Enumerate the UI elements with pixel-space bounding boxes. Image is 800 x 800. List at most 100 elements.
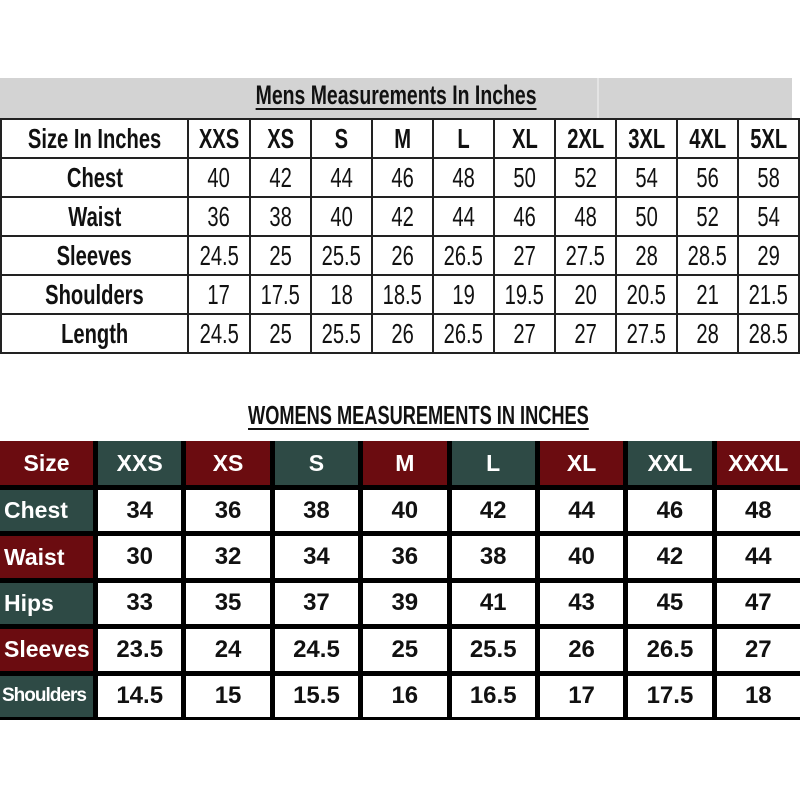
mens-value-cell: 25 [248, 235, 312, 276]
womens-value-cell: 34 [98, 490, 182, 532]
mens-value-cell: 20 [553, 274, 617, 315]
mens-value-cell-text: 20 [574, 278, 597, 310]
womens-value-cell: 42 [451, 490, 535, 532]
mens-value-cell: 29 [736, 235, 800, 276]
mens-value-cell-text: 50 [635, 200, 658, 232]
mens-table-row: Length 24.5 25 25.5 26 26.5 27 27 27.5 28 28.5 [0, 313, 800, 354]
mens-value-cell-text: 25.5 [321, 239, 362, 271]
mens-value-cell-text: 19.5 [504, 278, 545, 310]
mens-value-cell-text: 27 [513, 239, 536, 271]
womens-value-cell: 46 [628, 490, 712, 532]
mens-value-cell: 19 [431, 274, 495, 315]
mens-value-cell: 48 [553, 196, 617, 237]
mens-value-cell-text: 18 [330, 278, 353, 310]
mens-row-label-text: Waist [68, 200, 122, 232]
mens-value-cell: 24.5 [187, 235, 251, 276]
mens-value-cell-text: 24.5 [199, 317, 239, 349]
womens-value-cell: 48 [716, 490, 800, 532]
mens-value-cell-text: 27 [574, 317, 597, 349]
mens-table-row: Shoulders 17 17.5 18 18.5 19 19.5 20 20.5 21 21.5 [0, 274, 800, 315]
womens-value-cell: 47 [716, 582, 800, 625]
mens-value-cell: 17 [187, 274, 251, 315]
mens-size-header: M [370, 118, 434, 159]
mens-size-header-text: L [457, 122, 470, 154]
mens-value-cell-text: 52 [696, 200, 719, 232]
mens-value-cell: 56 [675, 157, 739, 198]
mens-value-cell: 42 [370, 196, 434, 237]
mens-value-cell-text: 42 [269, 161, 292, 193]
mens-value-cell: 46 [370, 157, 434, 198]
womens-value-cell: 34 [274, 536, 359, 578]
womens-value-cell: 17 [539, 675, 624, 717]
mens-value-cell-text: 21.5 [748, 278, 789, 310]
mens-table-row: Waist 36 38 40 42 44 46 48 50 52 54 [0, 196, 800, 237]
mens-row-label: Chest [0, 157, 190, 198]
mens-value-cell-text: 26 [391, 239, 414, 271]
womens-value-cell: 40 [363, 490, 447, 532]
mens-value-cell: 40 [187, 157, 251, 198]
mens-value-cell: 24.5 [187, 313, 251, 354]
womens-value-cell: 32 [186, 536, 270, 578]
mens-value-cell: 18.5 [370, 274, 434, 315]
mens-value-cell: 58 [736, 157, 800, 198]
mens-value-cell: 44 [431, 196, 495, 237]
womens-size-header: XXS [98, 441, 182, 485]
mens-value-cell-text: 38 [269, 200, 292, 232]
mens-value-cell-text: 18.5 [382, 278, 423, 310]
mens-value-cell: 21.5 [736, 274, 800, 315]
mens-value-cell-text: 21 [696, 278, 719, 310]
mens-size-header: 5XL [736, 118, 800, 159]
mens-value-cell: 50 [614, 196, 678, 237]
mens-row-label: Shoulders [0, 274, 190, 315]
womens-value-cell: 41 [451, 582, 535, 625]
womens-value-cell: 26.5 [628, 629, 712, 671]
mens-value-cell-text: 27 [513, 317, 536, 349]
mens-value-cell-text: 28.5 [748, 317, 789, 349]
mens-value-cell-text: 28 [635, 239, 658, 271]
mens-value-cell-text: 42 [391, 200, 414, 232]
womens-value-cell: 33 [98, 582, 182, 625]
mens-size-header: XL [492, 118, 556, 159]
womens-value-cell: 15.5 [274, 675, 359, 717]
mens-title-text: Mens Measurements In Inches [255, 80, 537, 110]
mens-size-header-text: 5XL [749, 122, 787, 154]
womens-size-header: S [274, 441, 359, 485]
mens-size-header-text: 4XL [688, 122, 726, 154]
mens-value-cell: 27 [492, 313, 556, 354]
mens-value-cell: 27 [553, 313, 617, 354]
mens-value-cell-text: 40 [330, 200, 353, 232]
womens-value-cell: 25.5 [451, 629, 535, 671]
womens-size-header: M [363, 441, 447, 485]
mens-value-cell: 52 [553, 157, 617, 198]
womens-value-cell: 35 [186, 582, 270, 625]
womens-title-text: WOMENS MEASUREMENTS IN INCHES [247, 400, 589, 430]
womens-value-cell: 42 [628, 536, 712, 578]
mens-value-cell-text: 40 [207, 161, 231, 193]
womens-value-cell: 38 [451, 536, 535, 578]
mens-value-cell: 44 [309, 157, 373, 198]
womens-value-cell: 24 [186, 629, 270, 671]
womens-size-header: L [451, 441, 535, 485]
mens-value-cell: 26 [370, 313, 434, 354]
mens-size-header-text: XXS [198, 122, 240, 154]
womens-header-label: Size [0, 441, 93, 485]
womens-size-header: XL [539, 441, 624, 485]
mens-value-cell-text: 27.5 [565, 239, 606, 271]
womens-size-header: XXL [628, 441, 712, 485]
mens-value-cell-text: 17.5 [260, 278, 301, 310]
mens-value-cell: 25 [248, 313, 312, 354]
mens-value-cell-text: 46 [391, 161, 414, 193]
mens-row-label-text: Sleeves [57, 239, 133, 271]
mens-value-cell: 28 [614, 235, 678, 276]
mens-value-cell: 36 [187, 196, 251, 237]
womens-row-label: Hips [0, 582, 93, 625]
mens-size-header: XXS [187, 118, 251, 159]
womens-value-cell: 16.5 [451, 675, 535, 717]
mens-value-cell: 28 [675, 313, 739, 354]
mens-value-cell-text: 19 [452, 278, 475, 310]
womens-row-label: Chest [0, 490, 93, 532]
mens-table-row: Chest 40 42 44 46 48 50 52 54 56 58 [0, 157, 800, 198]
mens-value-cell-text: 26 [391, 317, 414, 349]
womens-value-cell: 25 [363, 629, 447, 671]
womens-value-cell: 17.5 [628, 675, 712, 717]
